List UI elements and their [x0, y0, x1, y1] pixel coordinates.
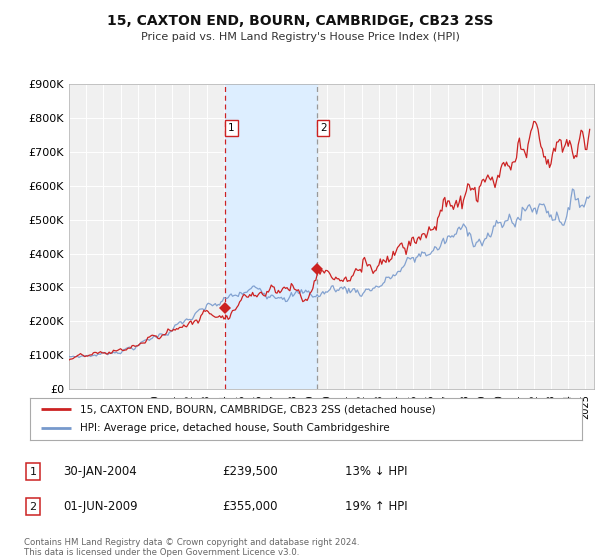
- Text: HPI: Average price, detached house, South Cambridgeshire: HPI: Average price, detached house, Sout…: [80, 423, 389, 433]
- Text: 19% ↑ HPI: 19% ↑ HPI: [345, 500, 407, 514]
- Text: 1: 1: [29, 466, 37, 477]
- Bar: [225, 84, 317, 389]
- Text: £239,500: £239,500: [222, 465, 278, 478]
- Text: 15, CAXTON END, BOURN, CAMBRIDGE, CB23 2SS: 15, CAXTON END, BOURN, CAMBRIDGE, CB23 2…: [107, 14, 493, 28]
- Text: 13% ↓ HPI: 13% ↓ HPI: [345, 465, 407, 478]
- Text: 01-JUN-2009: 01-JUN-2009: [63, 500, 137, 514]
- Text: Price paid vs. HM Land Registry's House Price Index (HPI): Price paid vs. HM Land Registry's House …: [140, 32, 460, 43]
- Text: 1: 1: [228, 123, 235, 133]
- Text: 2: 2: [320, 123, 326, 133]
- Text: 30-JAN-2004: 30-JAN-2004: [63, 465, 137, 478]
- Text: 2: 2: [29, 502, 37, 512]
- Text: £355,000: £355,000: [222, 500, 277, 514]
- Text: 15, CAXTON END, BOURN, CAMBRIDGE, CB23 2SS (detached house): 15, CAXTON END, BOURN, CAMBRIDGE, CB23 2…: [80, 404, 436, 414]
- Text: Contains HM Land Registry data © Crown copyright and database right 2024.
This d: Contains HM Land Registry data © Crown c…: [24, 538, 359, 557]
